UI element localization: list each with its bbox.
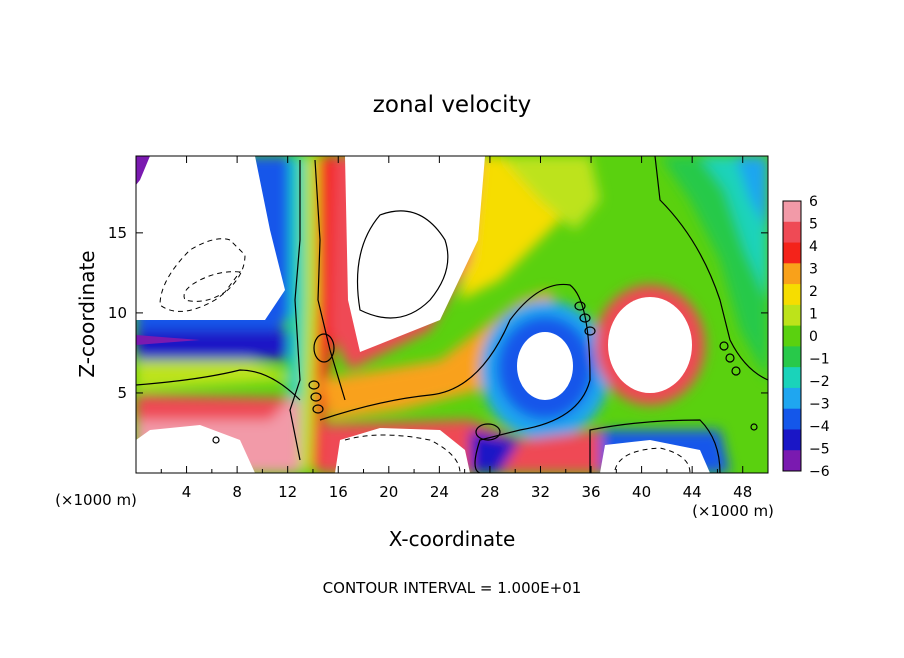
x-unit-label-left: (×1000 m)	[55, 491, 137, 509]
y-axis-label: Z-coordinate	[75, 250, 99, 377]
x-tick-label: 40	[632, 483, 651, 501]
colorbar-label: −1	[809, 352, 830, 368]
x-tick-label: 12	[278, 483, 297, 501]
colorbar-swatch	[783, 242, 801, 264]
x-tick-label: 20	[379, 483, 398, 501]
colorbar-label: −5	[809, 442, 830, 458]
colorbar-label: 6	[809, 194, 818, 210]
y-tick-label: 5	[117, 384, 127, 402]
contour-interval-note: CONTOUR INTERVAL = 1.000E+01	[323, 579, 582, 597]
colorbar-label: −3	[809, 397, 830, 413]
colorbar-label: 4	[809, 239, 818, 255]
x-tick-label: 44	[683, 483, 702, 501]
colorbar-swatch	[783, 325, 801, 347]
colorbar-swatch	[783, 304, 801, 327]
colorbar-swatch	[783, 367, 801, 389]
x-tick-label: 28	[480, 483, 499, 501]
x-tick-label: 32	[531, 483, 550, 501]
x-tick-label: 24	[430, 483, 449, 501]
y-tick-label: 10	[108, 304, 127, 322]
colorbar-swatch	[783, 221, 801, 244]
chart-title: zonal velocity	[373, 92, 531, 118]
x-tick-label: 16	[329, 483, 348, 501]
colorbar-label: 5	[809, 217, 818, 233]
colorbar-swatch	[783, 450, 801, 472]
colorbar-frame	[782, 200, 802, 472]
x-tick-label: 36	[581, 483, 600, 501]
colorbar-swatch	[783, 408, 801, 430]
plot-frame	[135, 155, 769, 474]
colorbar-label: 1	[809, 307, 818, 323]
velocity-field	[136, 156, 768, 473]
colorbar-swatch	[783, 201, 801, 223]
colorbar-label: 0	[809, 329, 818, 345]
colorbar-label: −2	[809, 374, 830, 390]
x-unit-label-right: (×1000 m)	[692, 502, 774, 520]
colorbar: 6 5 4 3 2 1 0 −1 −2 −3 −4 −5 −6	[782, 194, 830, 480]
x-tick-label: 8	[232, 483, 242, 501]
colorbar-swatch	[783, 346, 801, 368]
x-axis-label: X-coordinate	[389, 527, 516, 551]
colorbar-swatch	[783, 387, 801, 410]
y-axis-ticks: 5 10 15	[108, 224, 768, 402]
colorbar-label: −4	[809, 419, 830, 435]
colorbar-swatch	[783, 284, 801, 306]
colorbar-label: 3	[809, 262, 818, 278]
x-tick-label: 48	[733, 483, 752, 501]
x-tick-label: 4	[182, 483, 192, 501]
y-tick-label: 15	[108, 224, 127, 242]
colorbar-swatch	[783, 263, 801, 285]
colorbar-label: −6	[809, 464, 830, 480]
colorbar-swatch	[783, 429, 801, 451]
colorbar-label: 2	[809, 284, 818, 300]
x-axis-ticks: 4 8 12 16 20 24 28 32 36 40 44 48	[160, 156, 752, 501]
